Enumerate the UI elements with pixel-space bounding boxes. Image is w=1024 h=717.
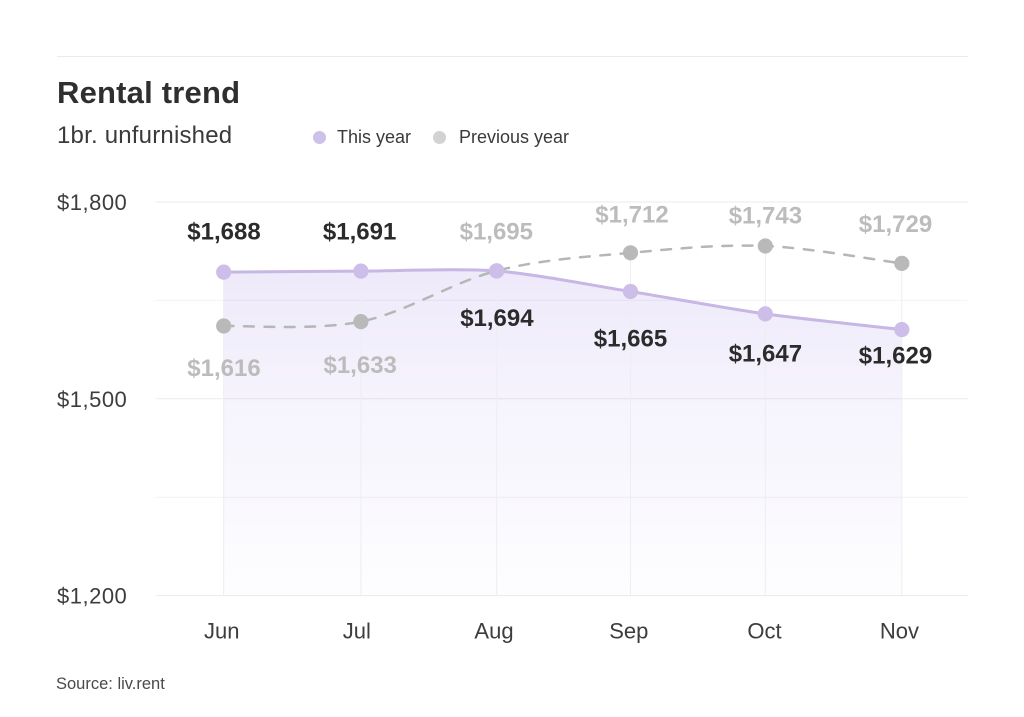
svg-text:Sep: Sep xyxy=(609,619,648,644)
svg-text:$1,743: $1,743 xyxy=(729,202,802,229)
svg-text:Jun: Jun xyxy=(204,619,239,644)
svg-text:$1,500: $1,500 xyxy=(57,387,127,412)
svg-text:$1,616: $1,616 xyxy=(187,355,260,382)
svg-text:$1,800: $1,800 xyxy=(57,190,127,215)
svg-text:$1,691: $1,691 xyxy=(323,219,396,246)
svg-text:$1,694: $1,694 xyxy=(460,305,534,332)
svg-text:$1,647: $1,647 xyxy=(729,341,802,368)
svg-text:Nov: Nov xyxy=(880,619,919,644)
svg-text:$1,629: $1,629 xyxy=(859,343,932,370)
svg-text:$1,688: $1,688 xyxy=(187,219,260,246)
svg-text:$1,712: $1,712 xyxy=(595,201,668,228)
svg-text:$1,665: $1,665 xyxy=(594,325,667,352)
svg-text:Oct: Oct xyxy=(747,619,781,644)
svg-text:$1,729: $1,729 xyxy=(859,211,932,238)
svg-text:Jul: Jul xyxy=(343,619,371,644)
svg-text:$1,633: $1,633 xyxy=(323,352,396,379)
svg-text:$1,695: $1,695 xyxy=(460,219,533,246)
svg-text:$1,200: $1,200 xyxy=(57,584,127,609)
svg-text:Aug: Aug xyxy=(474,619,513,644)
